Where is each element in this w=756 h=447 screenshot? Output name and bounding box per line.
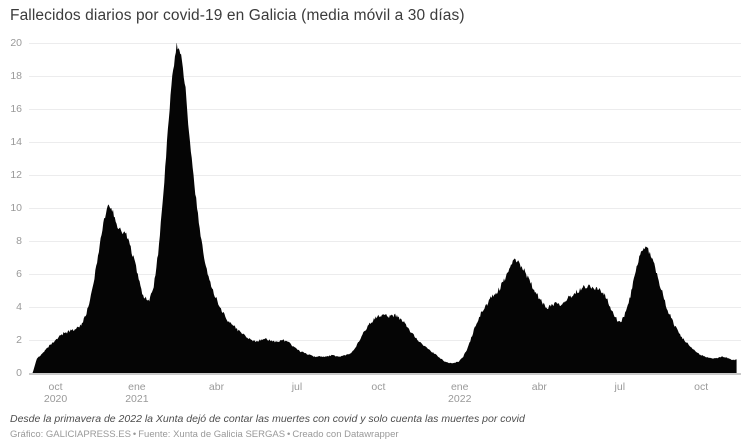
chart-footer: Desde la primavera de 2022 la Xunta dejó… [10,412,750,441]
x-axis: oct 2020 ene 2021 abr jul oct ene 2022 abr jul oct [0,381,756,411]
credit-separator-2: • [287,429,291,440]
x-tick-month: oct [48,381,63,393]
x-tick-label-8: oct [694,381,708,393]
plot-area [29,43,741,373]
y-tick-label-10: 10 [10,202,22,214]
credit-chart-label: Gráfico: GALICIAPRESS.ES [10,429,131,440]
x-tick-month: jul [614,381,626,393]
series-area-0 [32,43,737,373]
x-tick-month: ene [128,381,146,393]
x-tick-year: 2020 [43,393,68,405]
x-tick-label-4: oct [371,381,385,393]
x-tick-year: 2022 [448,393,472,405]
axis-baseline [29,373,741,375]
x-tick-label-5: ene 2022 [448,381,471,405]
credit-separator-1: • [132,429,137,440]
x-tick-month: ene [450,381,469,393]
x-tick-month: abr [531,381,547,393]
y-tick-label-2: 2 [16,334,22,346]
y-tick-label-16: 16 [10,103,22,115]
area-series-deaths [32,43,737,373]
y-tick-label-18: 18 [10,70,22,82]
y-tick-label-8: 8 [16,235,22,247]
y-tick-label-0: 0 [16,367,22,379]
y-tick-label-20: 20 [10,37,22,49]
x-tick-label-3: jul [292,381,303,393]
x-tick-label-0: oct 2020 [44,381,67,405]
credit-source-label: Fuente: Xunta de Galicia SERGAS [138,429,286,440]
y-tick-label-12: 12 [10,169,22,181]
y-tick-label-6: 6 [16,268,22,280]
x-tick-month: oct [694,381,709,393]
x-tick-month: abr [208,381,225,393]
x-tick-label-1: ene 2021 [125,381,148,405]
footer-credit: Gráfico: GALICIAPRESS.ES • Fuente: Xunta d… [10,428,750,441]
credit-tool-label: Creado con Datawrapper [292,429,399,440]
chart-plot-wrapper: 0 2 4 6 8 10 12 14 16 18 20 [0,33,756,381]
y-tick-label-4: 4 [16,301,22,313]
page-title: Fallecidos diarios por covid-19 en Galic… [10,7,465,24]
x-tick-month: jul [291,381,303,393]
footer-note: Desde la primavera de 2022 la Xunta dejó… [10,413,525,425]
x-tick-year: 2021 [125,393,149,405]
x-tick-label-6: abr [532,381,547,393]
y-tick-label-14: 14 [10,136,22,148]
x-tick-label-7: jul [615,381,626,393]
x-tick-month: oct [371,381,386,393]
x-tick-label-2: abr [209,381,224,393]
